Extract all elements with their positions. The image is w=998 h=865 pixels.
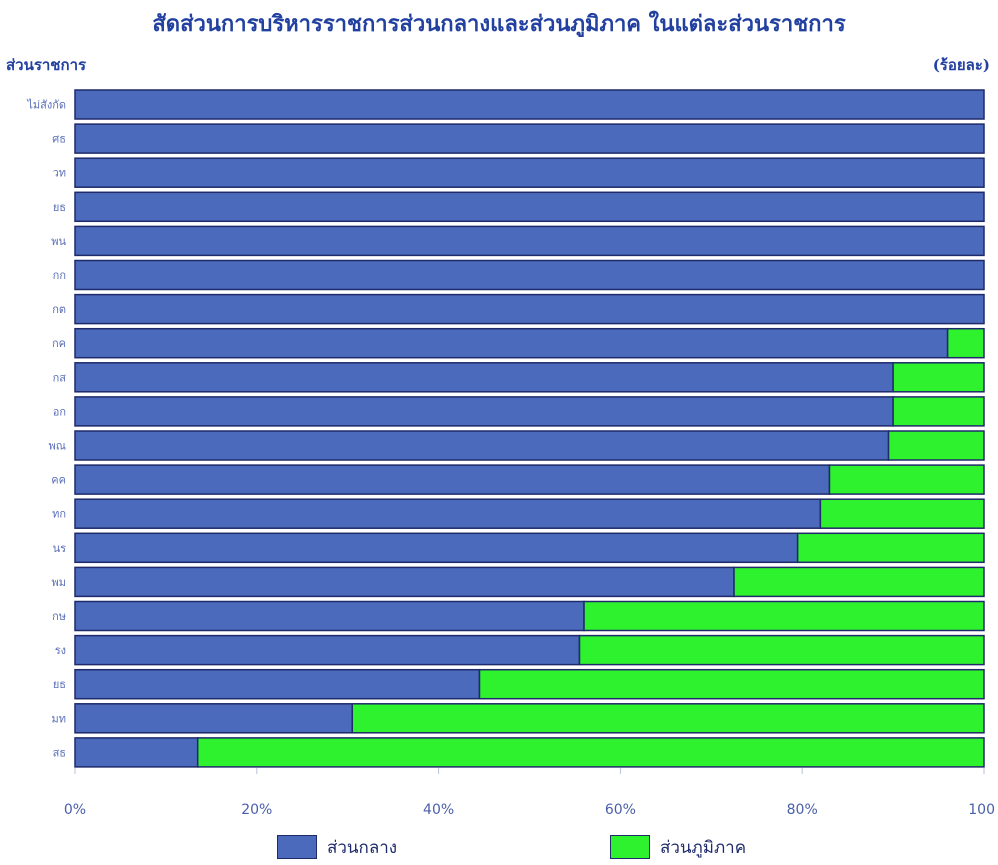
category-label-3: ยธ	[53, 201, 66, 214]
bar-regional-7	[946, 327, 985, 359]
bar-central-12	[74, 498, 822, 529]
category-label-18: มท	[51, 712, 66, 725]
bar-central-0	[74, 89, 985, 120]
legend-item-regional: ส่วนภูมิภาค	[610, 834, 746, 860]
bar-regional-16	[578, 634, 985, 666]
chart-title: สัดส่วนการบริหารราชการส่วนกลางและส่วนภูม…	[152, 11, 846, 37]
legend-label-central: ส่วนกลาง	[327, 837, 398, 858]
category-label-11: คค	[51, 474, 66, 487]
bar-central-10	[74, 430, 890, 461]
category-label-14: พม	[51, 576, 66, 589]
bar-central-6	[74, 293, 985, 325]
category-label-6: กต	[52, 303, 66, 316]
bar-regional-17	[478, 668, 985, 700]
category-label-13: นร	[53, 542, 67, 555]
bar-regional-9	[892, 396, 985, 427]
bar-regional-10	[887, 430, 985, 461]
legend-item-central: ส่วนกลาง	[277, 834, 397, 860]
legend-swatch-central	[277, 835, 317, 859]
bar-central-3	[74, 191, 985, 223]
category-label-10: พณ	[49, 440, 66, 453]
category-label-0: ไม่สังกัด	[26, 99, 66, 112]
legend-swatch-regional	[610, 835, 650, 859]
bar-central-11	[74, 464, 831, 495]
category-label-7: กค	[52, 337, 66, 350]
bar-central-17	[74, 668, 481, 700]
bar-central-2	[74, 157, 985, 188]
bar-regional-12	[819, 498, 985, 529]
category-label-17: ยธ	[53, 678, 66, 691]
bar-central-4	[74, 225, 985, 257]
category-label-9: อก	[53, 405, 66, 418]
x-tick-label-5: 100	[968, 802, 995, 818]
bar-regional-19	[196, 737, 985, 768]
bar-central-1	[74, 123, 985, 154]
category-label-12: ทก	[52, 508, 66, 521]
x-tick-label-3: 60%	[605, 802, 636, 818]
bar-regional-8	[892, 362, 985, 393]
bar-central-16	[74, 634, 581, 666]
category-label-16: รง	[55, 644, 66, 657]
bar-central-15	[74, 600, 585, 632]
category-label-19: สธ	[53, 746, 66, 759]
bar-regional-18	[351, 703, 985, 734]
bar-central-7	[74, 327, 949, 359]
bar-central-18	[74, 703, 353, 734]
x-tick-label-4: 80%	[787, 802, 818, 818]
legend-label-regional: ส่วนภูมิภาค	[660, 837, 747, 858]
category-label-15: กษ	[52, 610, 66, 623]
unit-label: (ร้อยละ)	[932, 56, 990, 74]
bar-regional-15	[583, 600, 985, 632]
x-tick-label-1: 20%	[241, 802, 272, 818]
bar-regional-14	[733, 566, 985, 598]
category-label-8: กส	[53, 371, 67, 384]
category-label-4: พน	[51, 235, 66, 248]
bar-central-8	[74, 362, 894, 393]
bar-central-19	[74, 737, 199, 768]
category-label-5: กก	[53, 269, 66, 282]
category-label-2: วท	[53, 167, 66, 180]
x-tick-label-0: 0%	[64, 802, 86, 818]
x-tick-label-2: 40%	[423, 802, 454, 818]
y-axis-label: ส่วนราชการ	[6, 56, 87, 74]
bar-central-9	[74, 396, 894, 427]
bar-regional-11	[828, 464, 985, 495]
bar-regional-13	[796, 532, 985, 564]
bar-central-13	[74, 532, 799, 564]
bar-central-14	[74, 566, 735, 598]
category-label-1: ศธ	[52, 133, 66, 146]
bar-central-5	[74, 259, 985, 291]
